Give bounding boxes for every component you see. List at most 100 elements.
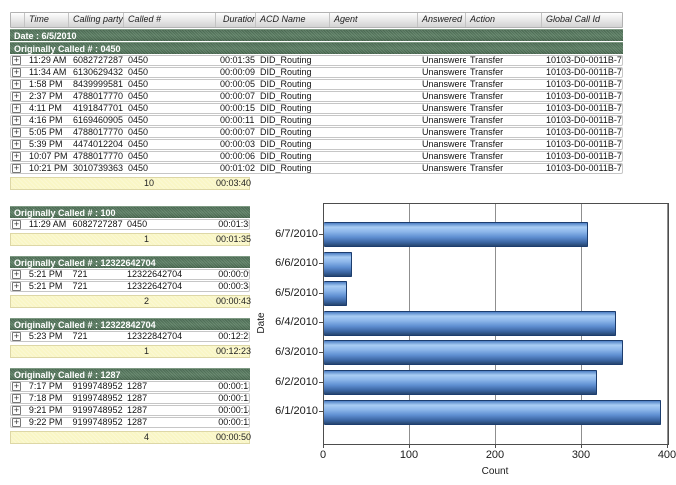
- calling-party-cell: 9199748952: [72, 418, 123, 427]
- ytick-label-6/1/2010: 6/1/2010: [275, 405, 318, 418]
- expand-plus-icon[interactable]: +: [12, 406, 21, 415]
- ytick-label-6/2/2010: 6/2/2010: [275, 375, 318, 388]
- expand-plus-icon[interactable]: +: [12, 80, 21, 89]
- acd-name-cell: DID_Routing: [260, 116, 312, 125]
- called-number-cell: 12322642704: [127, 270, 183, 279]
- global-call-id-cell: 10103-D0-0011B-768: [546, 56, 622, 65]
- duration-cell: 00:00:15: [220, 104, 256, 113]
- time-cell: 11:29 AM: [29, 56, 67, 65]
- calling-party-cell: 9199748952: [72, 382, 123, 391]
- expand-plus-icon[interactable]: +: [12, 56, 21, 65]
- expand-plus-icon[interactable]: +: [12, 220, 21, 229]
- time-cell: 4:11 PM: [29, 104, 62, 113]
- table-row: +10:07 PM 4788017770 0450 00:00:06 DID_Routi…: [10, 151, 623, 162]
- calls-by-date-chart: Date Count 6/7/2010 6/6/2010 6/5/2010 6/4/2…: [256, 198, 676, 485]
- expand-plus-icon[interactable]: +: [12, 152, 21, 161]
- time-cell: 1:58 PM: [29, 80, 63, 89]
- expand-plus-icon[interactable]: +: [12, 332, 21, 341]
- expand-cell: +: [11, 394, 25, 403]
- duration-cell: 00:00:03: [220, 140, 256, 149]
- report-group: Originally Called # : 0450 +11:29 AM 60827…: [10, 42, 623, 190]
- agent-cell: [330, 68, 418, 77]
- summary-total-duration: 00:12:23: [216, 346, 252, 356]
- action-cell: Transfer: [470, 80, 504, 89]
- ytick-mark: [319, 381, 323, 383]
- calling-party-cell: 4788017770: [73, 128, 124, 137]
- expand-plus-icon[interactable]: +: [12, 394, 21, 403]
- expand-plus-icon[interactable]: +: [12, 116, 21, 125]
- table-row: +4:11 PM 4191847701 0450 00:00:15 DID_Routin…: [10, 103, 623, 114]
- table-row: +1:58 PM 8439999581 0450 00:00:05 DID_Routin…: [10, 79, 623, 90]
- expand-cell: +: [11, 56, 25, 65]
- expand-cell: +: [11, 104, 25, 113]
- xtick-mark: [495, 444, 496, 448]
- calling-party-cell: 4474012204: [73, 140, 124, 149]
- called-number-cell: 0450: [128, 164, 149, 173]
- expand-plus-icon[interactable]: +: [12, 382, 21, 391]
- action-cell: Transfer: [470, 56, 504, 65]
- group-header-band: Originally Called # : 100: [10, 206, 250, 218]
- expand-cell: +: [11, 220, 25, 229]
- xtick-mark: [581, 444, 582, 448]
- expand-cell: +: [11, 332, 25, 341]
- acd-name-cell: DID_Routing: [260, 140, 312, 149]
- duration-cell: 00:01:35: [220, 56, 256, 65]
- xtick-mark: [667, 444, 668, 448]
- group-header-band: Originally Called # : 12322642704: [10, 256, 250, 268]
- table-row: +9:22 PM 9199748952 1287 00:00:11: [10, 417, 250, 428]
- xtick-label-400: 400: [657, 449, 676, 461]
- date-group-band: Date : 6/5/2010: [10, 29, 623, 41]
- calling-party-cell: 9199748952: [72, 394, 123, 403]
- group-header-band: Originally Called # : 1287: [10, 368, 250, 380]
- group-summary-row: 10 00:03:40: [10, 177, 251, 190]
- expand-cell: +: [11, 80, 25, 89]
- expand-plus-icon[interactable]: +: [12, 418, 21, 427]
- xtick-label-100: 100: [399, 449, 419, 461]
- duration-cell: 00:00:13: [218, 382, 249, 391]
- acd-name-cell: DID_Routing: [260, 56, 312, 65]
- summary-call-count: 2: [144, 296, 150, 306]
- duration-cell: 00:00:09: [218, 270, 249, 279]
- calling-party-cell: 4788017770: [73, 152, 124, 161]
- xtick-label-0: 0: [319, 449, 327, 461]
- expand-plus-icon[interactable]: +: [12, 68, 21, 77]
- ytick-mark: [319, 351, 323, 353]
- calling-party-cell: 6169460905: [73, 116, 124, 125]
- column-header-action: Action: [466, 13, 542, 27]
- gridline-400: [667, 204, 668, 444]
- table-row: +5:05 PM 4788017770 0450 00:00:07 DID_Routin…: [10, 127, 623, 138]
- action-cell: Transfer: [470, 92, 504, 101]
- group-header-band: Originally Called # : 12322842704: [10, 318, 250, 330]
- expand-plus-icon[interactable]: +: [12, 270, 21, 279]
- ytick-label-6/5/2010: 6/5/2010: [275, 286, 318, 299]
- expand-plus-icon[interactable]: +: [12, 92, 21, 101]
- expand-plus-icon[interactable]: +: [12, 128, 21, 137]
- answered-cell: Unanswered: [422, 152, 466, 161]
- duration-cell: 00:00:11: [218, 418, 249, 427]
- time-cell: 7:18 PM: [28, 394, 63, 403]
- column-header-duration: Duration: [216, 13, 256, 27]
- chart-plot-area: [323, 203, 669, 445]
- ytick-label-6/3/2010: 6/3/2010: [275, 345, 318, 358]
- calling-party-cell: 721: [72, 332, 88, 341]
- time-cell: 9:22 PM: [28, 418, 63, 427]
- expand-plus-icon[interactable]: +: [12, 164, 21, 173]
- answered-cell: Unanswered: [422, 128, 466, 137]
- agent-cell: [330, 80, 418, 89]
- table-row: +11:29 AM 6082727287 0450 00:01:35: [10, 219, 250, 230]
- column-header-calling-party: Calling party #: [69, 13, 124, 27]
- expand-plus-icon[interactable]: +: [12, 104, 21, 113]
- expand-plus-icon[interactable]: +: [12, 282, 21, 291]
- expand-cell: +: [11, 116, 25, 125]
- agent-cell: [330, 92, 418, 101]
- called-number-cell: 0450: [128, 104, 149, 113]
- expand-cell: +: [11, 152, 25, 161]
- expand-plus-icon[interactable]: +: [12, 140, 21, 149]
- called-number-cell: 1287: [127, 406, 148, 415]
- column-header-global-call-id: Global Call Id: [546, 14, 601, 24]
- chart-x-axis-label: Count: [481, 466, 509, 477]
- ytick-label-6/4/2010: 6/4/2010: [275, 316, 318, 329]
- duration-cell: 00:00:11: [220, 116, 255, 125]
